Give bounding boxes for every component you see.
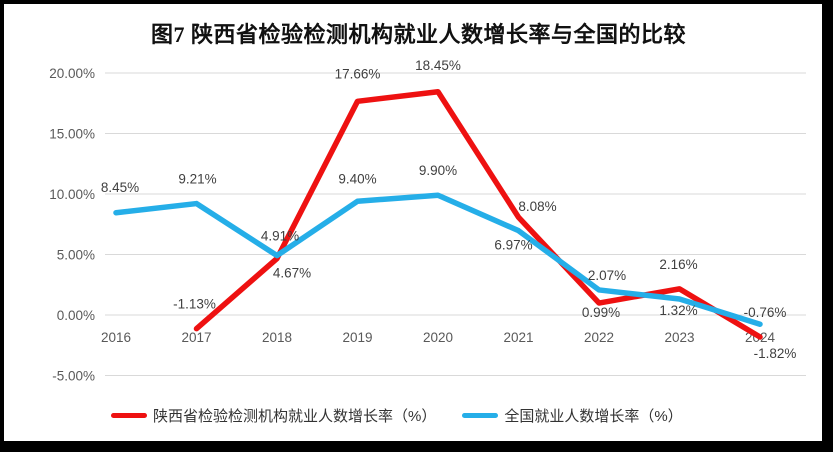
legend-label-shaanxi: 陕西省检验检测机构就业人数增长率（%） [153,408,437,425]
data-point-label: 9.90% [419,163,457,178]
chart-legend: 陕西省检验检测机构就业人数增长率（%） 全国就业人数增长率（%） [111,405,683,426]
x-axis-tick: 2023 [664,330,694,345]
x-axis-tick: 2022 [584,330,614,345]
legend-label-national: 全国就业人数增长率（%） [504,408,683,425]
y-axis-tick: -5.00% [52,369,95,384]
data-point-label: 4.91% [261,229,299,244]
data-point-label: 8.08% [518,199,556,214]
legend-item-national: 全国就业人数增长率（%） [462,405,683,426]
data-point-label: 18.45% [415,58,461,73]
y-axis-tick: 10.00% [49,187,95,202]
data-point-label: -1.82% [754,346,797,361]
y-axis-tick: 0.00% [57,308,95,323]
data-point-label: -0.76% [744,305,787,320]
data-point-label: 8.45% [101,180,139,195]
data-point-label: 4.67% [273,265,311,280]
chart-title: 图7 陕西省检验检测机构就业人数增长率与全国的比较 [150,22,686,47]
x-axis-tick: 2018 [262,330,292,345]
series-line-national [113,192,763,327]
line-chart: 20.00% 15.00% 10.00% 5.00% 0.00% -5.00% 2016 20… [49,58,806,384]
x-axis-tick: 2021 [503,330,533,345]
legend-line-swatch-red [111,413,147,418]
series-line-shaanxi [193,89,763,340]
data-point-label: 2.16% [659,257,697,272]
data-point-label: 0.99% [582,305,620,320]
y-axis-tick: 20.00% [49,66,95,81]
x-axis-tick: 2019 [342,330,372,345]
x-axis-tick: 2016 [101,330,131,345]
legend-line-swatch-blue [462,413,499,418]
x-axis-tick: 2020 [423,330,453,345]
data-point-label: 9.21% [178,172,216,187]
data-point-label: 6.97% [494,238,532,253]
x-axis-tick: 2017 [181,330,211,345]
legend-item-shaanxi: 陕西省检验检测机构就业人数增长率（%） [111,405,436,426]
y-axis-tick: 5.00% [57,248,95,263]
data-point-label: -1.13% [173,297,216,312]
data-point-label: 17.66% [335,66,381,81]
data-point-label: 2.07% [588,268,626,283]
data-point-label: 1.32% [659,303,697,318]
data-point-label: 9.40% [338,171,376,186]
y-axis-tick: 15.00% [49,127,95,142]
